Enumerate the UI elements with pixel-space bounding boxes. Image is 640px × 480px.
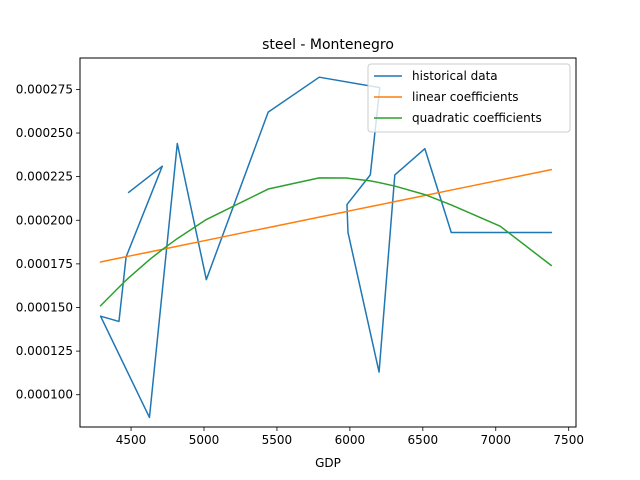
- y-tick-label: 0.000250: [16, 126, 73, 140]
- x-tick-label: 5500: [262, 433, 293, 447]
- chart-title: steel - Montenegro: [262, 37, 394, 53]
- legend-label: quadratic coefficients: [412, 111, 542, 125]
- plot-area: [99, 76, 553, 419]
- legend: historical data linear coefficients quadra…: [367, 63, 571, 133]
- y-tick-label: 0.000175: [16, 257, 73, 271]
- series-line-1: [99, 168, 553, 263]
- legend-box: [367, 63, 571, 133]
- x-tick-label: 7000: [480, 433, 511, 447]
- y-tick-label: 0.000200: [16, 213, 73, 227]
- x-tick-label: 7500: [553, 433, 584, 447]
- y-tick-label: 0.000100: [16, 388, 73, 402]
- x-tick-label: 6000: [335, 433, 366, 447]
- axes-frame: [79, 57, 577, 428]
- series-line-2: [99, 177, 553, 307]
- x-tick-label: 5000: [189, 433, 220, 447]
- x-tick-label: 4500: [116, 433, 147, 447]
- x-axis: 4500 5000 5500 6000 6500 7000 7500: [116, 427, 584, 447]
- y-tick-label: 0.000150: [16, 300, 73, 314]
- x-axis-label: GDP: [315, 456, 341, 470]
- y-tick-label: 0.000275: [16, 82, 73, 96]
- y-axis: 0.000100 0.000125 0.000150 0.000175 0.000200…: [16, 82, 80, 402]
- x-tick-label: 6500: [408, 433, 439, 447]
- y-tick-label: 0.000225: [16, 170, 73, 184]
- y-tick-label: 0.000125: [16, 344, 73, 358]
- legend-label: linear coefficients: [412, 90, 519, 104]
- series-line-0: [99, 76, 552, 419]
- legend-label: historical data: [412, 69, 498, 83]
